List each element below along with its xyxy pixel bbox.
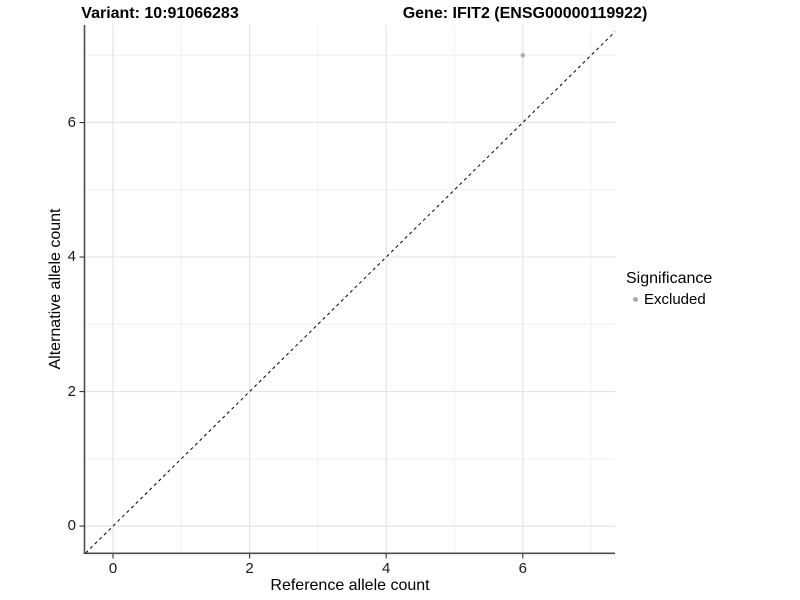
legend-title: Significance xyxy=(626,270,713,287)
legend-item-label: Excluded xyxy=(644,291,706,308)
y-axis-title: Alternative allele count xyxy=(47,208,64,370)
data-point xyxy=(520,53,525,58)
y-tick-label: 2 xyxy=(67,382,76,400)
x-axis-title: Reference allele count xyxy=(270,577,430,594)
x-tick-label: 4 xyxy=(382,560,391,577)
x-tick-label: 6 xyxy=(518,560,527,577)
excluded-point-icon xyxy=(633,297,638,302)
plot-title-gene: Gene: IFIT2 (ENSG00000119922) xyxy=(402,5,648,22)
identity-reference-line xyxy=(85,31,616,554)
y-tick-label: 6 xyxy=(67,113,76,131)
legend: Significance Excluded xyxy=(626,270,712,308)
y-tick-label: 0 xyxy=(67,517,76,535)
x-tick-label: 0 xyxy=(108,560,118,577)
legend-item-excluded: Excluded xyxy=(626,291,712,308)
x-tick-label: 2 xyxy=(245,560,254,577)
y-tick-label: 4 xyxy=(67,248,76,266)
plot-title-variant: Variant: 10:91066283 xyxy=(81,5,239,22)
